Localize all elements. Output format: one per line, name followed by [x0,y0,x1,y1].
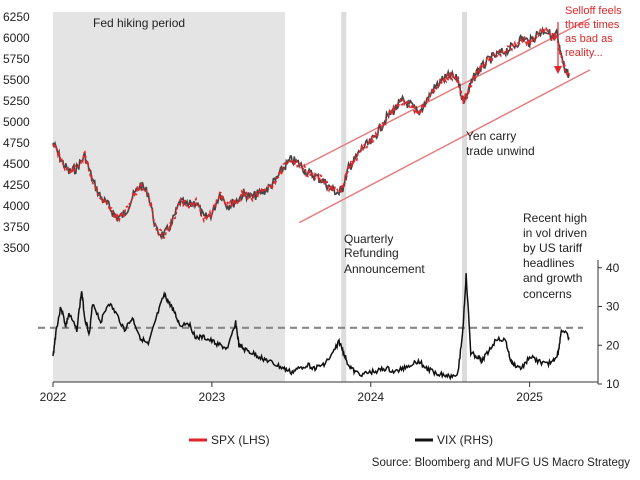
legend-vix-label: VIX (RHS) [437,433,493,447]
x-tick-label-2022: 2022 [40,390,67,404]
spx-line [52,25,571,239]
recent-high-line-4: headlines [523,256,574,270]
y-left-tick-4000: 4000 [3,199,30,213]
recent-high-line-6: concerns [523,287,572,301]
refunding-label-line-2: Refunding [344,246,399,260]
y-left-tick-4500: 4500 [3,157,30,171]
channel-upper-line [298,18,591,169]
selloff-label-line-3: as bad as [565,33,613,45]
fed-hiking-label: Fed hiking period [93,16,185,30]
y-right-tick-40: 40 [606,261,620,275]
selloff-label-line-2: three times [565,19,620,31]
event-bar-2 [461,12,467,382]
y-left-tick-6250: 6250 [3,10,30,24]
refunding-label-line-3: Announcement [344,262,425,276]
y-right-tick-30: 30 [606,300,620,314]
source-note: Source: Bloomberg and MUFG US Macro Stra… [372,457,630,469]
refunding-label-line-1: Quarterly [344,232,393,246]
x-tick-label-2025: 2025 [516,390,543,404]
selloff-arrow-head [554,66,562,74]
y-right-tick-20: 20 [606,338,620,352]
recent-high-line-3: by US tariff [523,241,583,255]
x-tick-label-2024: 2024 [357,390,384,404]
y-left-tick-5250: 5250 [3,94,30,108]
recent-high-line-1: Recent high [523,211,587,225]
yen-label-line-1: Yen carry [466,129,516,143]
x-tick-label-2023: 2023 [199,390,226,404]
y-left-tick-5000: 5000 [3,115,30,129]
y-left-tick-4750: 4750 [3,136,30,150]
y-left-tick-6000: 6000 [3,31,30,45]
y-left-tick-3500: 3500 [3,241,30,255]
channel-lower-line [298,69,591,224]
y-right-tick-10: 10 [606,377,620,391]
recent-high-line-5: and growth [523,271,582,285]
event-bar-1 [341,12,347,382]
y-left-tick-5750: 5750 [3,52,30,66]
legend-spx-label: SPX (LHS) [211,433,270,447]
recent-high-line-2: in vol driven [523,226,587,240]
selloff-label-line-1: Selloff feels [565,5,622,17]
y-left-tick-5500: 5500 [3,73,30,87]
vix-line [52,273,570,381]
y-left-tick-4250: 4250 [3,178,30,192]
y-left-tick-3750: 3750 [3,220,30,234]
selloff-label-line-4: reality... [565,47,603,59]
yen-label-line-2: trade unwind [466,144,535,158]
